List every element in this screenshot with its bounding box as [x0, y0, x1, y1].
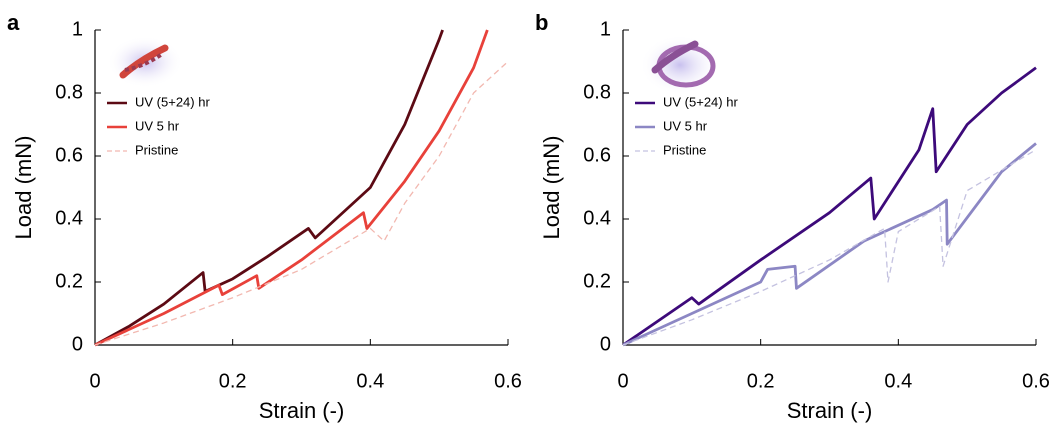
series-line — [622, 66, 1037, 347]
legend-label: UV 5 hr — [663, 118, 708, 133]
y-tick-label: 0.2 — [583, 270, 611, 292]
legend-label: UV 5 hr — [135, 118, 180, 133]
x-tick-label: 0 — [89, 370, 100, 392]
y-tick-label: 1 — [72, 18, 83, 40]
x-tick-label: 0.6 — [494, 370, 522, 392]
series-line — [94, 29, 444, 347]
y-tick-label: 0.2 — [55, 270, 83, 292]
series-line — [94, 29, 489, 347]
legend-label: UV (5+24) hr — [663, 94, 738, 109]
x-tick-label: 0 — [617, 370, 628, 392]
y-tick-label: 0.8 — [55, 81, 83, 103]
x-tick-label: 0.4 — [884, 370, 912, 392]
y-tick-label: 1 — [600, 18, 611, 40]
y-tick-label: 0 — [600, 333, 611, 355]
x-axis-label: Strain (-) — [259, 398, 345, 423]
y-tick-label: 0.4 — [55, 207, 83, 229]
x-tick-label: 0.6 — [1022, 370, 1050, 392]
legend-label: Pristine — [135, 142, 178, 157]
legend-label: Pristine — [663, 142, 706, 157]
x-tick-label: 0.2 — [219, 370, 247, 392]
x-tick-label: 0.4 — [356, 370, 384, 392]
y-axis-label: Load (mN) — [11, 136, 36, 240]
y-axis-label: Load (mN) — [539, 136, 564, 240]
y-tick-label: 0 — [72, 333, 83, 355]
series-line — [622, 142, 1037, 347]
y-tick-label: 0.6 — [583, 144, 611, 166]
icon-b — [640, 35, 720, 95]
icon-a — [107, 36, 183, 88]
y-tick-label: 0.8 — [583, 81, 611, 103]
panel-label: a — [7, 10, 20, 35]
y-tick-label: 0.4 — [583, 207, 611, 229]
y-tick-label: 0.6 — [55, 144, 83, 166]
x-tick-label: 0.2 — [747, 370, 775, 392]
legend-label: UV (5+24) hr — [135, 94, 210, 109]
series-line — [622, 149, 1037, 346]
x-axis-label: Strain (-) — [787, 398, 873, 423]
panel-label: b — [535, 10, 548, 35]
